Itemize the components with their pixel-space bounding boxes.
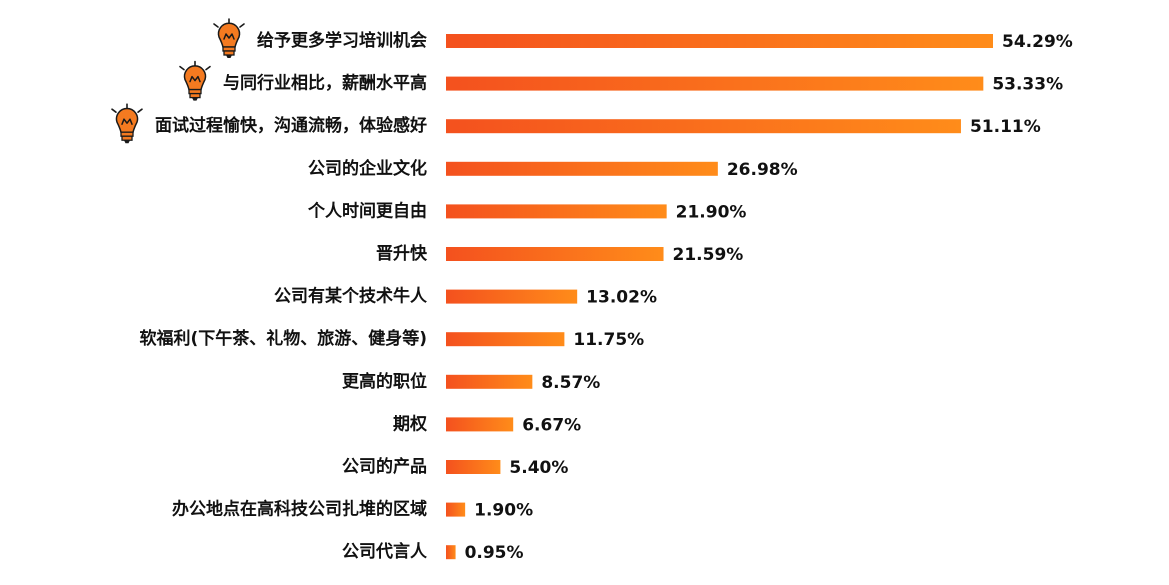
category-label: 公司代言人 [342, 541, 428, 562]
value-label: 8.57% [541, 373, 600, 393]
category-label: 公司的产品 [342, 456, 427, 477]
bar-row: 晋升快 21.59% [376, 243, 743, 265]
value-label: 11.75% [573, 330, 644, 350]
chart-rows: 给予更多学习培训机会 54.29% 与同行业相比，薪酬水平高 53.33% 面试过程愉快… [111, 18, 1073, 563]
category-label: 晋升快 [376, 243, 428, 264]
value-label: 13.02% [586, 288, 657, 308]
category-label: 面试过程愉快，沟通流畅，体验感好 [155, 115, 427, 136]
bar [446, 545, 456, 560]
bar [446, 76, 984, 91]
value-label: 21.90% [676, 202, 747, 222]
bar-row: 个人时间更自由 21.90% [307, 200, 746, 222]
bar [446, 417, 514, 432]
value-label: 6.67% [522, 415, 581, 435]
category-label: 给予更多学习培训机会 [257, 30, 427, 51]
bar-row: 办公地点在高科技公司扎堆的区域 1.90% [172, 499, 533, 521]
bar [446, 332, 565, 347]
bar-row: 公司代言人 0.95% [342, 541, 524, 563]
bar-row: 与同行业相比，薪酬水平高 53.33% [223, 73, 1063, 95]
value-label: 51.11% [970, 117, 1041, 137]
value-label: 53.33% [992, 75, 1063, 95]
bar-row: 公司有某个技术牛人 13.02% [274, 286, 657, 308]
bar [446, 204, 667, 219]
lightbulb-icon [111, 103, 143, 144]
bar [446, 289, 578, 304]
bar [446, 460, 501, 474]
bar-row: 期权 6.67% [393, 413, 581, 435]
bar-row: 公司的产品 5.40% [342, 456, 568, 478]
bar-row: 公司的企业文化 26.98% [308, 158, 798, 180]
bar-row: 软福利(下午茶、礼物、旅游、健身等) 11.75% [139, 328, 644, 350]
value-label: 54.29% [1002, 32, 1073, 52]
category-label: 期权 [393, 413, 428, 434]
category-label: 公司的企业文化 [308, 158, 427, 179]
category-label: 软福利(下午茶、礼物、旅游、健身等) [139, 328, 427, 349]
bar [446, 161, 718, 176]
lightbulb-icon [213, 18, 245, 58]
category-label: 与同行业相比，薪酬水平高 [223, 73, 427, 94]
bar-row: 更高的职位 8.57% [342, 371, 600, 393]
bar [446, 502, 466, 517]
bar [446, 247, 664, 261]
bar-row: 给予更多学习培训机会 54.29% [257, 30, 1073, 52]
category-label: 办公地点在高科技公司扎堆的区域 [172, 499, 427, 520]
bar [446, 34, 993, 48]
lightbulb-icon [179, 60, 211, 101]
bar-row: 面试过程愉快，沟通流畅，体验感好 51.11% [155, 115, 1041, 137]
bar [446, 119, 961, 134]
value-label: 1.90% [474, 501, 533, 521]
category-label: 更高的职位 [342, 371, 427, 392]
bar [446, 374, 533, 389]
value-label: 26.98% [727, 160, 798, 180]
category-label: 公司有某个技术牛人 [274, 286, 428, 307]
value-label: 21.59% [673, 245, 744, 265]
value-label: 0.95% [465, 543, 524, 563]
value-label: 5.40% [509, 458, 568, 478]
category-label: 个人时间更自由 [307, 200, 427, 221]
